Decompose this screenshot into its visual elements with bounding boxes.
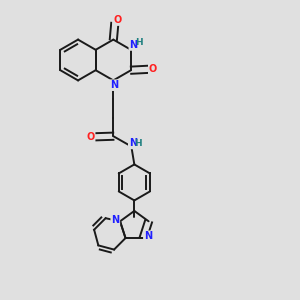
Text: H: H: [134, 139, 142, 148]
Text: O: O: [149, 64, 157, 74]
Text: N: N: [129, 138, 137, 148]
Text: N: N: [111, 215, 119, 225]
Text: N: N: [144, 231, 152, 241]
Text: O: O: [113, 15, 122, 25]
Text: H: H: [135, 38, 142, 47]
Text: N: N: [110, 80, 118, 90]
Text: N: N: [129, 40, 137, 50]
Text: O: O: [86, 132, 95, 142]
